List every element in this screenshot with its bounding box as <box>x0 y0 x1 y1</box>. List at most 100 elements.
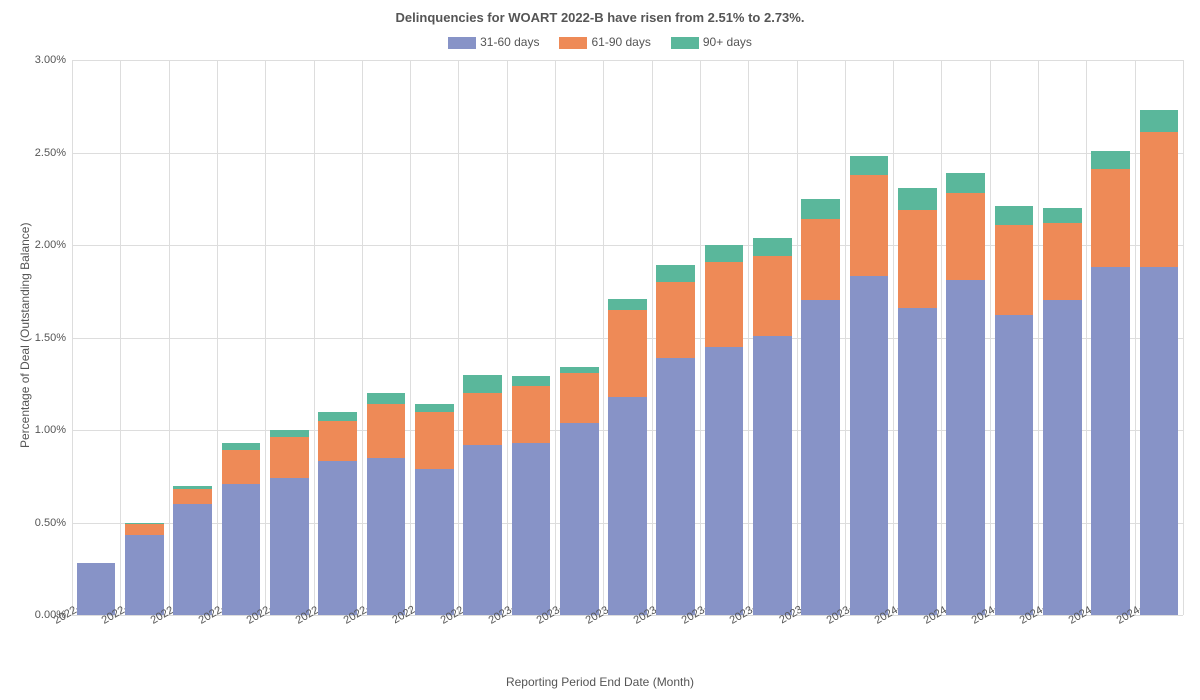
bar-seg-31-60 <box>850 276 889 615</box>
bar <box>560 367 599 615</box>
y-tick-label: 0.50% <box>35 517 72 529</box>
bar <box>608 299 647 615</box>
bar-seg-90plus <box>270 430 309 437</box>
bar-seg-90plus <box>946 173 985 193</box>
bar-seg-61-90 <box>463 393 502 445</box>
bar-seg-31-60 <box>608 397 647 615</box>
bar <box>270 430 309 615</box>
bar-seg-31-60 <box>1140 267 1179 615</box>
bar-seg-61-90 <box>222 450 261 483</box>
v-gridline <box>458 60 459 615</box>
v-gridline <box>941 60 942 615</box>
bar-seg-31-60 <box>995 315 1034 615</box>
v-gridline <box>1086 60 1087 615</box>
bar-seg-61-90 <box>705 262 744 347</box>
bar-seg-31-60 <box>753 336 792 615</box>
h-gridline <box>72 60 1183 61</box>
v-gridline <box>507 60 508 615</box>
chart-legend: 31-60 days 61-90 days 90+ days <box>0 35 1200 49</box>
bar-seg-61-90 <box>995 225 1034 316</box>
bar-seg-31-60 <box>173 504 212 615</box>
v-gridline <box>265 60 266 615</box>
bar <box>801 199 840 615</box>
bar-seg-61-90 <box>512 386 551 443</box>
bar <box>1043 208 1082 615</box>
bar <box>415 404 454 615</box>
bar-seg-90plus <box>801 199 840 219</box>
h-gridline <box>72 153 1183 154</box>
bar-seg-31-60 <box>656 358 695 615</box>
bar-seg-31-60 <box>946 280 985 615</box>
bar <box>753 238 792 615</box>
v-gridline <box>893 60 894 615</box>
bar-seg-90plus <box>512 376 551 385</box>
bar-seg-90plus <box>898 188 937 210</box>
bar-seg-31-60 <box>367 458 406 615</box>
bar-seg-90plus <box>318 412 357 421</box>
bar-seg-90plus <box>1043 208 1082 223</box>
bar <box>850 156 889 615</box>
bar <box>367 393 406 615</box>
bar <box>1140 110 1179 615</box>
bar-seg-31-60 <box>270 478 309 615</box>
bar-seg-90plus <box>656 265 695 282</box>
y-tick-label: 2.00% <box>35 239 72 251</box>
bar-seg-61-90 <box>850 175 889 277</box>
bar <box>656 265 695 615</box>
bar-seg-31-60 <box>1091 267 1130 615</box>
x-axis-title: Reporting Period End Date (Month) <box>0 675 1200 689</box>
bar-seg-31-60 <box>705 347 744 615</box>
bar <box>125 523 164 616</box>
bar <box>1091 151 1130 615</box>
v-gridline <box>990 60 991 615</box>
bar-seg-61-90 <box>946 193 985 280</box>
bar-seg-31-60 <box>318 461 357 615</box>
bar-seg-31-60 <box>222 484 261 615</box>
v-gridline <box>700 60 701 615</box>
chart-title: Delinquencies for WOART 2022-B have rise… <box>0 10 1200 25</box>
v-gridline <box>169 60 170 615</box>
v-gridline <box>845 60 846 615</box>
bar-seg-31-60 <box>1043 300 1082 615</box>
legend-item: 61-90 days <box>559 35 650 49</box>
v-gridline <box>1183 60 1184 615</box>
bar <box>995 206 1034 615</box>
legend-swatch <box>671 37 699 49</box>
bar-seg-31-60 <box>463 445 502 615</box>
bar-seg-90plus <box>995 206 1034 225</box>
bar-seg-61-90 <box>415 412 454 469</box>
bar-seg-31-60 <box>898 308 937 615</box>
v-gridline <box>314 60 315 615</box>
bar-seg-90plus <box>367 393 406 404</box>
bar <box>512 376 551 615</box>
bar-seg-31-60 <box>560 423 599 615</box>
v-gridline <box>120 60 121 615</box>
legend-item: 90+ days <box>671 35 752 49</box>
y-axis-title: Percentage of Deal (Outstanding Balance) <box>18 222 32 447</box>
v-gridline <box>1038 60 1039 615</box>
bar-seg-90plus <box>415 404 454 411</box>
v-gridline <box>555 60 556 615</box>
bar-seg-61-90 <box>125 524 164 535</box>
bar-seg-90plus <box>1140 110 1179 132</box>
bar-seg-90plus <box>753 238 792 257</box>
legend-item: 31-60 days <box>448 35 539 49</box>
bar <box>318 412 357 616</box>
bar-seg-61-90 <box>608 310 647 397</box>
bar-seg-61-90 <box>656 282 695 358</box>
legend-label: 61-90 days <box>591 35 650 49</box>
v-gridline <box>72 60 73 615</box>
v-gridline <box>652 60 653 615</box>
legend-label: 90+ days <box>703 35 752 49</box>
y-tick-label: 2.50% <box>35 147 72 159</box>
v-gridline <box>748 60 749 615</box>
bar <box>946 173 985 615</box>
v-gridline <box>1135 60 1136 615</box>
legend-swatch <box>559 37 587 49</box>
bar-seg-90plus <box>850 156 889 175</box>
v-gridline <box>362 60 363 615</box>
v-gridline <box>410 60 411 615</box>
v-gridline <box>217 60 218 615</box>
bar-seg-61-90 <box>1043 223 1082 301</box>
bar <box>898 188 937 615</box>
